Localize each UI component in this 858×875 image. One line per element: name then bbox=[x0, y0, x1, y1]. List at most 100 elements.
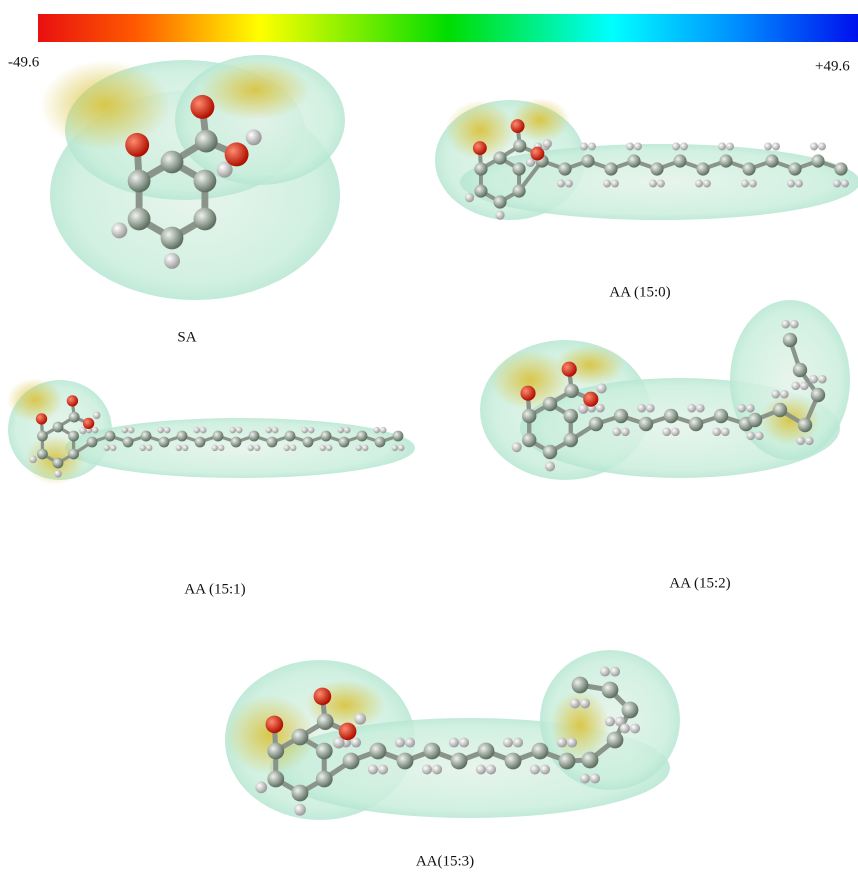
hydrogen-atom bbox=[422, 764, 432, 774]
carbon-atom bbox=[292, 785, 309, 802]
hydrogen-atom bbox=[122, 427, 128, 433]
hydrogen-atom bbox=[104, 445, 110, 451]
carbon-atom bbox=[316, 771, 333, 788]
molecule bbox=[7, 378, 415, 485]
carbon-atom bbox=[627, 154, 640, 167]
carbon-atom bbox=[53, 458, 64, 469]
negative-region bbox=[7, 378, 63, 422]
molecule-label: AA (15:1) bbox=[184, 581, 245, 597]
molecule-label: AA(15:3) bbox=[416, 853, 474, 869]
hydrogen-atom bbox=[378, 764, 388, 774]
oxygen-atom bbox=[190, 95, 214, 119]
carbon-atom bbox=[267, 437, 278, 448]
carbon-atom bbox=[834, 162, 847, 175]
carbon-atom bbox=[370, 743, 387, 760]
carbon-atom bbox=[375, 437, 386, 448]
carbon-atom bbox=[512, 162, 525, 175]
carbon-atom bbox=[742, 162, 755, 175]
carbon-atom bbox=[285, 431, 296, 442]
hydrogen-atom bbox=[476, 764, 486, 774]
carbon-atom bbox=[397, 753, 414, 770]
hydrogen-atom bbox=[567, 737, 577, 747]
hydrogen-atom bbox=[128, 427, 134, 433]
hydrogen-atom bbox=[284, 445, 290, 451]
carbon-atom bbox=[664, 409, 678, 423]
hydrogen-atom bbox=[512, 442, 522, 452]
carbon-atom bbox=[69, 412, 80, 423]
carbon-atom bbox=[582, 752, 599, 769]
carbon-atom bbox=[581, 154, 594, 167]
hydrogen-atom bbox=[530, 764, 540, 774]
carbon-atom bbox=[393, 431, 404, 442]
carbon-atom bbox=[105, 431, 116, 442]
hydrogen-atom bbox=[368, 764, 378, 774]
hydrogen-atom bbox=[671, 428, 680, 437]
hydrogen-atom bbox=[603, 180, 611, 188]
carbon-atom bbox=[522, 433, 536, 447]
hydrogen-atom bbox=[646, 404, 655, 413]
molecule-label: AA (15:0) bbox=[609, 284, 670, 300]
carbon-atom bbox=[87, 437, 98, 448]
hydrogen-atom bbox=[362, 445, 368, 451]
negative-region bbox=[200, 60, 310, 120]
oxygen-atom bbox=[266, 716, 284, 734]
carbon-atom bbox=[195, 437, 206, 448]
hydrogen-atom bbox=[703, 180, 711, 188]
carbon-atom bbox=[357, 431, 368, 442]
hydrogen-atom bbox=[600, 666, 610, 676]
carbon-atom bbox=[811, 154, 824, 167]
color-scale bbox=[38, 14, 858, 42]
oxygen-atom bbox=[339, 723, 357, 741]
hydrogen-atom bbox=[255, 782, 267, 794]
carbon-atom bbox=[639, 417, 653, 431]
carbon-atom bbox=[424, 743, 441, 760]
molecule bbox=[40, 55, 345, 300]
carbon-atom bbox=[303, 437, 314, 448]
hydrogen-atom bbox=[687, 404, 696, 413]
hydrogen-atom bbox=[580, 143, 588, 151]
oxygen-atom bbox=[125, 133, 149, 157]
carbon-atom bbox=[53, 422, 64, 433]
carbon-atom bbox=[773, 403, 787, 417]
hydrogen-atom bbox=[272, 427, 278, 433]
negative-region bbox=[40, 60, 170, 150]
oxygen-atom bbox=[473, 141, 487, 155]
hydrogen-atom bbox=[841, 180, 849, 188]
carbon-atom bbox=[564, 409, 578, 423]
carbon-atom bbox=[748, 413, 762, 427]
carbon-atom bbox=[267, 771, 284, 788]
hydrogen-atom bbox=[637, 404, 646, 413]
carbon-atom bbox=[493, 195, 506, 208]
hydrogen-atom bbox=[465, 193, 474, 202]
carbon-atom bbox=[513, 139, 526, 152]
carbon-atom bbox=[696, 162, 709, 175]
hydrogen-atom bbox=[755, 432, 764, 441]
hydrogen-atom bbox=[164, 253, 180, 269]
hydrogen-atom bbox=[248, 445, 254, 451]
hydrogen-atom bbox=[649, 180, 657, 188]
carbon-atom bbox=[622, 702, 639, 719]
hydrogen-atom bbox=[796, 437, 805, 446]
molecule-label: SA bbox=[177, 329, 196, 345]
hydrogen-atom bbox=[495, 211, 504, 220]
carbon-atom bbox=[558, 162, 571, 175]
hydrogen-atom bbox=[772, 143, 780, 151]
hydrogen-atom bbox=[29, 456, 37, 464]
hydrogen-atom bbox=[236, 427, 242, 433]
hydrogen-atom bbox=[741, 180, 749, 188]
hydrogen-atom bbox=[795, 180, 803, 188]
carbon-atom bbox=[68, 431, 79, 442]
hydrogen-atom bbox=[771, 390, 780, 399]
hydrogen-atom bbox=[164, 427, 170, 433]
hydrogen-atom bbox=[630, 723, 640, 733]
carbon-atom bbox=[37, 449, 48, 460]
oxygen-atom bbox=[67, 395, 78, 406]
carbon-atom bbox=[474, 162, 487, 175]
carbon-atom bbox=[788, 162, 801, 175]
carbon-atom bbox=[673, 154, 686, 167]
hydrogen-atom bbox=[570, 698, 580, 708]
hydrogen-atom bbox=[621, 428, 630, 437]
hydrogen-atom bbox=[351, 737, 361, 747]
carbon-atom bbox=[195, 130, 218, 153]
hydrogen-atom bbox=[254, 445, 260, 451]
